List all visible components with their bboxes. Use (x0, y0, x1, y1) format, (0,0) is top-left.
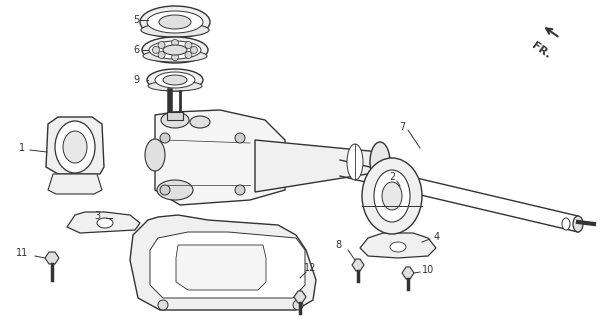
Polygon shape (255, 140, 380, 192)
Polygon shape (402, 267, 414, 279)
Polygon shape (155, 110, 285, 205)
Text: 4: 4 (434, 232, 440, 242)
Circle shape (153, 46, 160, 53)
Text: 10: 10 (422, 265, 434, 275)
Text: 3: 3 (94, 211, 100, 221)
Text: 11: 11 (16, 248, 28, 258)
Circle shape (235, 133, 245, 143)
Ellipse shape (145, 139, 165, 171)
Circle shape (185, 42, 192, 49)
Ellipse shape (147, 69, 203, 91)
Ellipse shape (155, 72, 195, 88)
Ellipse shape (149, 41, 201, 59)
Text: FR.: FR. (530, 41, 553, 61)
Circle shape (185, 52, 192, 59)
Ellipse shape (163, 75, 187, 85)
Circle shape (191, 46, 198, 53)
Ellipse shape (374, 170, 410, 222)
Polygon shape (360, 233, 436, 258)
Polygon shape (45, 252, 59, 264)
Ellipse shape (362, 158, 422, 234)
Polygon shape (130, 215, 316, 310)
Circle shape (171, 53, 178, 60)
Ellipse shape (161, 112, 189, 128)
Ellipse shape (142, 37, 208, 63)
Ellipse shape (370, 142, 390, 182)
Ellipse shape (190, 116, 210, 128)
Circle shape (160, 185, 170, 195)
Ellipse shape (390, 242, 406, 252)
Text: 7: 7 (399, 122, 405, 132)
Text: 6: 6 (133, 45, 139, 55)
Ellipse shape (562, 218, 570, 230)
Ellipse shape (159, 15, 191, 29)
Circle shape (293, 300, 303, 310)
Text: 2: 2 (389, 172, 395, 182)
Ellipse shape (143, 50, 207, 62)
Bar (167, 112, 183, 120)
Ellipse shape (347, 144, 363, 180)
Polygon shape (67, 212, 140, 233)
Circle shape (171, 39, 178, 46)
Polygon shape (48, 174, 102, 194)
Ellipse shape (573, 216, 583, 232)
Polygon shape (176, 245, 266, 290)
Text: 9: 9 (133, 75, 139, 85)
Polygon shape (294, 291, 306, 303)
Ellipse shape (55, 121, 95, 173)
Circle shape (235, 185, 245, 195)
Circle shape (158, 42, 165, 49)
Ellipse shape (63, 131, 87, 163)
Ellipse shape (97, 218, 113, 228)
Circle shape (160, 133, 170, 143)
Polygon shape (150, 232, 305, 298)
Text: 5: 5 (133, 15, 139, 25)
Text: 1: 1 (19, 143, 25, 153)
Ellipse shape (382, 182, 402, 210)
Polygon shape (352, 259, 364, 271)
Polygon shape (46, 117, 104, 174)
Circle shape (158, 300, 168, 310)
Ellipse shape (157, 180, 193, 200)
Ellipse shape (147, 11, 203, 33)
Ellipse shape (141, 23, 209, 37)
Ellipse shape (163, 45, 187, 55)
Ellipse shape (140, 6, 210, 38)
Ellipse shape (148, 81, 202, 91)
Text: 12: 12 (304, 263, 316, 273)
Circle shape (158, 52, 165, 59)
Text: 8: 8 (335, 240, 341, 250)
